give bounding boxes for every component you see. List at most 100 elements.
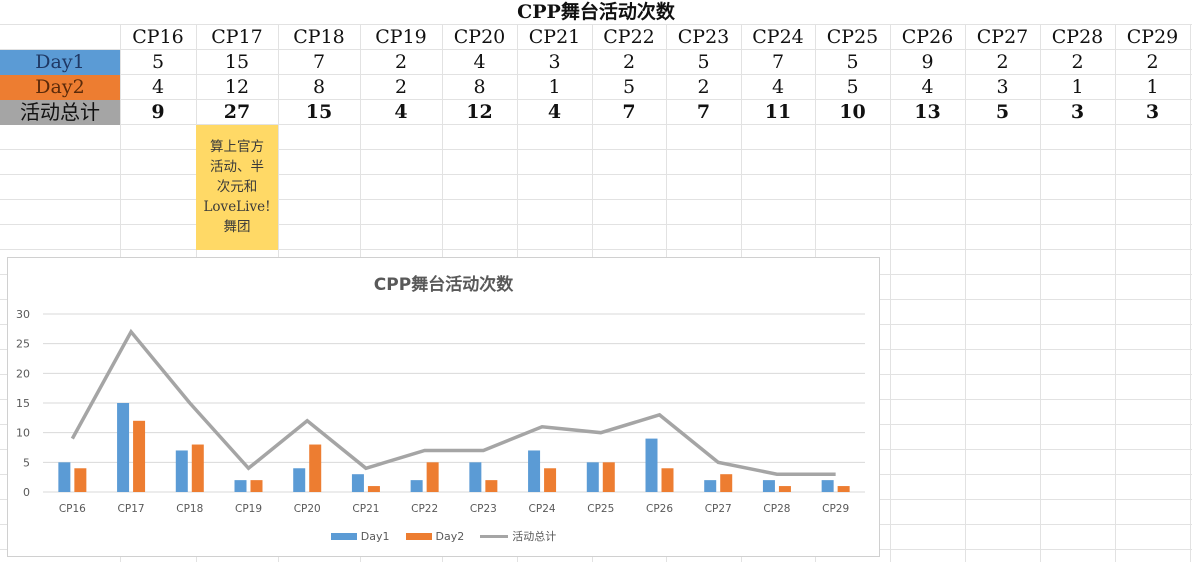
column-header-cell[interactable]: CP20 (453, 26, 506, 48)
value-cell[interactable]: 7 (771, 51, 785, 73)
value-cell[interactable]: 8 (473, 76, 486, 98)
bar-day1 (234, 480, 247, 492)
row-divider (0, 199, 1192, 200)
x-tick-label: CP17 (118, 503, 145, 515)
x-tick-label: CP22 (411, 503, 438, 515)
value-cell[interactable]: 7 (696, 101, 711, 123)
row-label-cell[interactable]: 活动总计 (0, 100, 120, 125)
column-header-cell[interactable]: CP25 (826, 26, 879, 48)
bar-day1 (586, 462, 599, 492)
value-cell[interactable]: 3 (548, 51, 561, 73)
value-cell[interactable]: 13 (914, 101, 941, 123)
row-divider (0, 124, 1192, 125)
column-header-cell[interactable]: CP23 (677, 26, 730, 48)
value-cell[interactable]: 5 (697, 51, 710, 73)
column-header-cell[interactable]: CP22 (603, 26, 655, 48)
note-cell[interactable]: 算上官方 活动、半 次元和 LoveLive! 舞团 (196, 125, 278, 250)
row-divider (0, 24, 1192, 25)
value-cell[interactable]: 11 (764, 101, 792, 123)
x-tick-label: CP24 (529, 503, 556, 515)
bar-day1 (704, 480, 717, 492)
value-cell[interactable]: 4 (473, 51, 486, 73)
value-cell[interactable]: 9 (921, 51, 934, 73)
bar-day2 (778, 486, 791, 492)
value-cell[interactable]: 1 (548, 76, 561, 98)
value-cell[interactable]: 2 (394, 76, 408, 98)
bar-day2 (837, 486, 850, 492)
row-divider (0, 224, 1192, 225)
value-cell[interactable]: 2 (996, 51, 1009, 73)
row-label-cell[interactable]: Day1 (0, 50, 120, 75)
bar-day2 (544, 468, 557, 492)
bar-day1 (351, 474, 364, 492)
value-cell[interactable]: 5 (151, 51, 165, 73)
value-cell[interactable]: 2 (622, 51, 636, 73)
value-cell[interactable]: 5 (846, 76, 859, 98)
value-cell[interactable]: 2 (697, 76, 710, 98)
bar-day1 (469, 462, 482, 492)
bar-day1 (762, 480, 775, 492)
column-header-cell[interactable]: CP18 (293, 26, 345, 48)
column-header-cell[interactable]: CP26 (901, 26, 954, 48)
column-header-cell[interactable]: CP19 (375, 26, 427, 48)
column-header-cell[interactable]: CP21 (528, 26, 581, 48)
value-cell[interactable]: 27 (223, 101, 251, 123)
value-cell[interactable]: 10 (839, 101, 866, 123)
value-cell[interactable]: 5 (622, 76, 636, 98)
bar-day2 (367, 486, 380, 492)
row-divider (0, 149, 1192, 150)
value-cell[interactable]: 9 (151, 101, 165, 123)
column-header-cell[interactable]: CP16 (132, 26, 184, 48)
value-cell[interactable]: 7 (312, 51, 326, 73)
value-cell[interactable]: 3 (996, 76, 1009, 98)
value-cell[interactable]: 3 (1145, 101, 1160, 123)
x-tick-label: CP28 (763, 503, 790, 515)
value-cell[interactable]: 4 (771, 76, 785, 98)
column-header-cell[interactable]: CP24 (752, 26, 804, 48)
legend-item[interactable]: 活动总计 (480, 528, 556, 544)
column-divider (1040, 24, 1041, 562)
x-tick-label: CP20 (294, 503, 321, 515)
bar-day2 (133, 420, 146, 492)
value-cell[interactable]: 3 (1070, 101, 1085, 123)
row-divider (0, 249, 1192, 250)
value-cell[interactable]: 2 (1146, 51, 1159, 73)
bar-day2 (309, 444, 322, 492)
bar-day2 (720, 474, 733, 492)
legend-item[interactable]: Day2 (405, 528, 464, 544)
value-cell[interactable]: 5 (846, 51, 859, 73)
sheet-title: CPP舞台活动次数 (517, 1, 675, 23)
value-cell[interactable]: 4 (921, 76, 934, 98)
value-cell[interactable]: 4 (547, 101, 562, 123)
bar-day1 (175, 450, 188, 492)
column-header-cell[interactable]: CP28 (1051, 26, 1104, 48)
value-cell[interactable]: 8 (312, 76, 326, 98)
value-cell[interactable]: 4 (394, 101, 408, 123)
legend-bar-swatch-icon (405, 532, 432, 540)
value-cell[interactable]: 7 (622, 101, 636, 123)
value-cell[interactable]: 5 (995, 101, 1010, 123)
chart-title: CPP舞台活动次数 (373, 275, 514, 295)
legend-label: Day1 (360, 529, 390, 543)
column-header-cell[interactable]: CP29 (1126, 26, 1179, 48)
value-cell[interactable]: 4 (151, 76, 165, 98)
value-cell[interactable]: 1 (1146, 76, 1159, 98)
value-cell[interactable]: 2 (394, 51, 408, 73)
row-label-cell[interactable]: Day2 (0, 75, 120, 100)
column-header-cell[interactable]: CP17 (211, 26, 263, 48)
legend-label: 活动总计 (512, 530, 557, 543)
column-header-cell[interactable]: CP27 (976, 26, 1029, 48)
y-tick-label: 10 (16, 427, 30, 440)
bar-day2 (661, 468, 674, 492)
value-cell[interactable]: 12 (224, 76, 250, 98)
value-cell[interactable]: 1 (1071, 76, 1084, 98)
x-tick-label: CP21 (352, 503, 379, 515)
combo-chart[interactable]: CPP舞台活动次数 0 5 10 15 20 25 30 CP16 CP17 CP18 CP19 CP… (7, 257, 880, 557)
value-cell[interactable]: 15 (305, 101, 333, 123)
legend-item[interactable]: Day1 (330, 528, 390, 544)
bar-day2 (485, 480, 498, 492)
value-cell[interactable]: 2 (1071, 51, 1084, 73)
value-cell[interactable]: 15 (224, 51, 250, 73)
value-cell[interactable]: 12 (466, 101, 493, 123)
row-divider (0, 99, 1192, 100)
